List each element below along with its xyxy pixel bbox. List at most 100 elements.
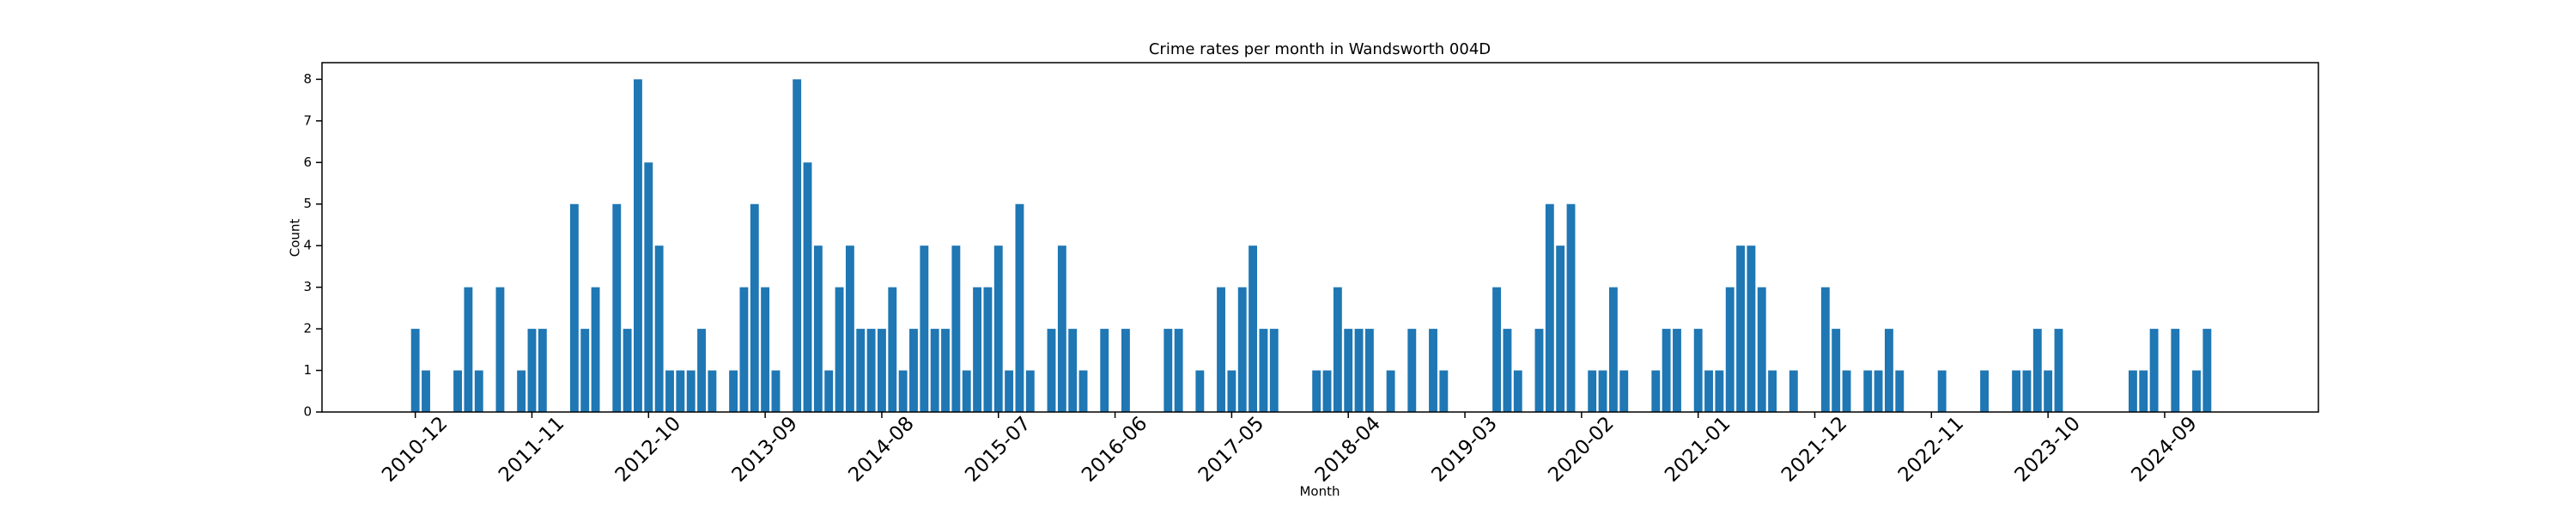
bar [1608, 287, 1618, 412]
bar [2044, 370, 2053, 412]
y-tick-label: 4 [303, 238, 312, 253]
bar [464, 287, 473, 412]
bar [1195, 370, 1205, 412]
bar [1005, 370, 1014, 412]
bar [750, 203, 759, 412]
bar [474, 370, 483, 412]
bar [1439, 370, 1449, 412]
bar [527, 329, 537, 412]
bar [1736, 245, 1746, 412]
bar [1662, 329, 1671, 412]
bar [920, 245, 929, 412]
bar [983, 287, 993, 412]
bar [1937, 370, 1947, 412]
bar [1227, 370, 1236, 412]
bar [1100, 329, 1109, 412]
bar [1121, 329, 1130, 412]
bar [644, 162, 653, 413]
bar [866, 329, 876, 412]
bar [2171, 329, 2180, 412]
bar [1217, 287, 1225, 412]
bar [729, 370, 738, 412]
y-tick-label: 6 [303, 154, 312, 170]
bar [2149, 329, 2159, 412]
bar [962, 370, 971, 412]
bar [676, 370, 685, 412]
bar [2139, 370, 2148, 412]
bar [1344, 329, 1353, 412]
bar [495, 287, 505, 412]
bar [1429, 329, 1437, 412]
bar [634, 79, 642, 412]
bar [1556, 245, 1565, 412]
bar [824, 370, 834, 412]
bar [591, 287, 600, 412]
bar [1078, 370, 1088, 412]
bar [2022, 370, 2032, 412]
bar [1015, 203, 1024, 412]
bar [1725, 287, 1735, 412]
y-tick-label: 5 [303, 196, 312, 211]
x-axis-label: Month [1299, 484, 1340, 500]
plot-frame [321, 62, 2319, 413]
bar [771, 370, 781, 412]
bar [835, 287, 844, 412]
bar [813, 245, 823, 412]
bar [761, 287, 770, 412]
bar [2192, 370, 2201, 412]
bar [1704, 370, 1713, 412]
bar [612, 203, 622, 412]
chart-title: Crime rates per month in Wandsworth 004D [1149, 40, 1491, 58]
bar [1163, 329, 1173, 412]
bar [1789, 370, 1798, 412]
bar [1503, 329, 1512, 412]
bar [569, 203, 579, 412]
bar [623, 329, 632, 412]
bar [654, 245, 664, 412]
bar [1874, 370, 1883, 412]
bar [793, 79, 802, 412]
bar [1715, 370, 1724, 412]
bar [2128, 370, 2137, 412]
bar [1068, 329, 1078, 412]
y-tick-label: 1 [303, 362, 312, 378]
bar [856, 329, 866, 412]
bar [1588, 370, 1597, 412]
bar [1842, 370, 1851, 412]
bar [1249, 245, 1258, 412]
bar [1333, 287, 1342, 412]
bar [973, 287, 982, 412]
bar [1747, 245, 1756, 412]
bar [1534, 329, 1544, 412]
bar [1364, 329, 1374, 412]
bar [2202, 329, 2212, 412]
bar [1673, 329, 1681, 412]
bar [845, 245, 854, 412]
bar [1354, 329, 1364, 412]
bar [1174, 329, 1183, 412]
bar [1651, 370, 1661, 412]
bar [2032, 329, 2042, 412]
bar [1057, 245, 1066, 412]
bar [1047, 329, 1056, 412]
bar [2012, 370, 2021, 412]
bar [708, 370, 717, 412]
bar [1513, 370, 1522, 412]
bar [1980, 370, 1989, 412]
bar [538, 329, 547, 412]
bar [1322, 370, 1332, 412]
bar [888, 287, 897, 412]
bar [665, 370, 674, 412]
bar [898, 370, 908, 412]
bar [1832, 329, 1841, 412]
bar [1768, 370, 1777, 412]
bar [697, 329, 706, 412]
bar [1492, 287, 1502, 412]
bar [1386, 370, 1395, 412]
y-tick-label: 8 [303, 71, 312, 87]
bar [1619, 370, 1629, 412]
bar [580, 329, 590, 412]
y-tick-label: 3 [303, 279, 312, 294]
